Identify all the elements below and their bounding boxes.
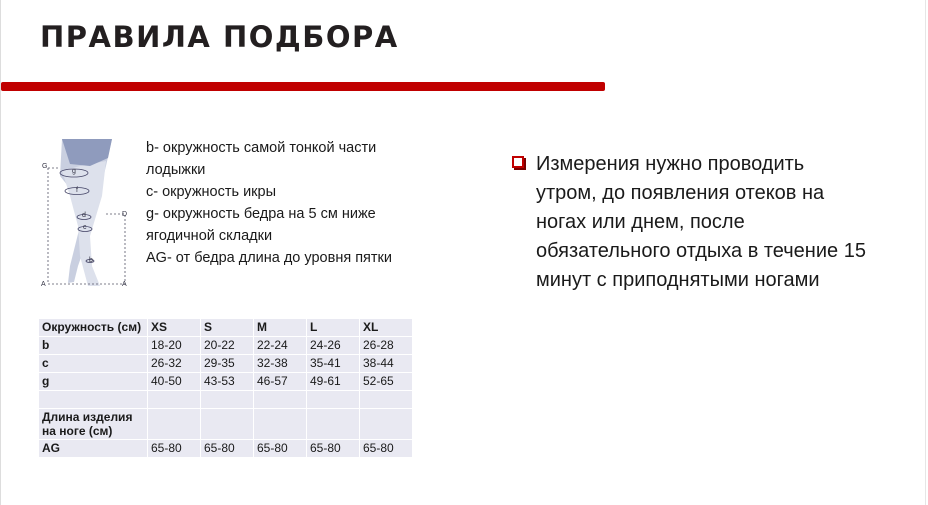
label-f: f — [76, 187, 78, 194]
value-cell — [200, 408, 254, 440]
value-cell: 49-61 — [306, 372, 360, 391]
value-cell: 18-20 — [147, 336, 201, 355]
note-line: минут с приподнятыми ногами — [536, 269, 820, 291]
table-row: AG 65-80 65-80 65-80 65-80 65-80 — [38, 439, 413, 458]
header-cell: M — [253, 318, 307, 337]
legend-line: AG- от бедра длина до уровня пятки — [146, 250, 392, 266]
row-label-cell: b — [38, 336, 148, 355]
value-cell: 26-32 — [147, 354, 201, 373]
header-cell: S — [200, 318, 254, 337]
value-cell — [147, 390, 201, 409]
value-cell: 32-38 — [253, 354, 307, 373]
legend-line: лодыжки — [146, 162, 206, 178]
row-label-cell: AG — [38, 439, 148, 458]
label-G: G — [42, 163, 47, 170]
value-cell — [306, 390, 360, 409]
table-row: c 26-32 29-35 32-38 35-41 38-44 — [38, 354, 413, 373]
value-cell: 22-24 — [253, 336, 307, 355]
value-cell — [306, 408, 360, 440]
header-cell: L — [306, 318, 360, 337]
value-cell: 43-53 — [200, 372, 254, 391]
label-b: b — [89, 257, 93, 264]
value-cell: 20-22 — [200, 336, 254, 355]
value-cell: 65-80 — [147, 439, 201, 458]
row-label-cell: c — [38, 354, 148, 373]
table-row: b 18-20 20-22 22-24 24-26 26-28 — [38, 336, 413, 355]
value-cell: 65-80 — [200, 439, 254, 458]
title-underline — [1, 82, 605, 91]
note-line: Измерения нужно проводить — [536, 153, 805, 175]
label-D: D — [122, 211, 127, 218]
table-row: Длина изделия на ноге (см) — [38, 408, 413, 440]
square-bullet-icon — [512, 156, 524, 168]
value-cell — [253, 390, 307, 409]
row-label-cell: Длина изделия на ноге (см) — [38, 408, 148, 440]
note-line: ногах или днем, после — [536, 211, 745, 233]
value-cell: 24-26 — [306, 336, 360, 355]
header-cell: XS — [147, 318, 201, 337]
measurement-note: Измерения нужно проводить утром, до появ… — [512, 150, 912, 295]
table-row — [38, 390, 413, 409]
legend-line: b- окружность самой тонкой части — [146, 140, 377, 156]
value-cell: 38-44 — [359, 354, 413, 373]
label-c: c — [83, 224, 87, 231]
value-cell: 65-80 — [359, 439, 413, 458]
value-cell — [200, 390, 254, 409]
note-line: утром, до появления отеков на — [536, 182, 825, 204]
measurement-legend: b- окружность самой тонкой части лодыжки… — [146, 137, 436, 269]
value-cell: 40-50 — [147, 372, 201, 391]
value-cell: 65-80 — [253, 439, 307, 458]
value-cell: 65-80 — [306, 439, 360, 458]
row-label-cell — [38, 390, 148, 409]
header-cell: Окружность (см) — [38, 318, 148, 337]
legend-line: ягодичной складки — [146, 228, 273, 244]
legend-line: g- окружность бедра на 5 см ниже — [146, 206, 376, 222]
value-cell: 35-41 — [306, 354, 360, 373]
size-table: Окружность (см) XS S M L XL b 18-20 20-22 22-24 24… — [38, 318, 413, 458]
value-cell: 29-35 — [200, 354, 254, 373]
header-cell: XL — [359, 318, 413, 337]
note-line: обязательного отдыха в течение 15 — [536, 240, 866, 262]
value-cell — [253, 408, 307, 440]
left-edge-line — [0, 0, 1, 505]
value-cell — [359, 390, 413, 409]
value-cell: 46-57 — [253, 372, 307, 391]
label-A-left: A — [41, 281, 46, 288]
table-row: g 40-50 43-53 46-57 49-61 52-65 — [38, 372, 413, 391]
label-d: d — [82, 212, 86, 219]
right-edge-line — [925, 0, 926, 505]
row-label-cell: g — [38, 372, 148, 391]
page-title: ПРАВИЛА ПОДБОРА — [40, 20, 399, 54]
value-cell — [147, 408, 201, 440]
legend-line: c- окружность икры — [146, 184, 277, 200]
leg-measurement-diagram: G g f d D c b A A — [41, 139, 127, 288]
label-g: g — [72, 168, 76, 175]
value-cell: 52-65 — [359, 372, 413, 391]
table-header-row: Окружность (см) XS S M L XL — [38, 318, 413, 337]
label-A-right: A — [122, 281, 127, 288]
value-cell: 26-28 — [359, 336, 413, 355]
value-cell — [359, 408, 413, 440]
